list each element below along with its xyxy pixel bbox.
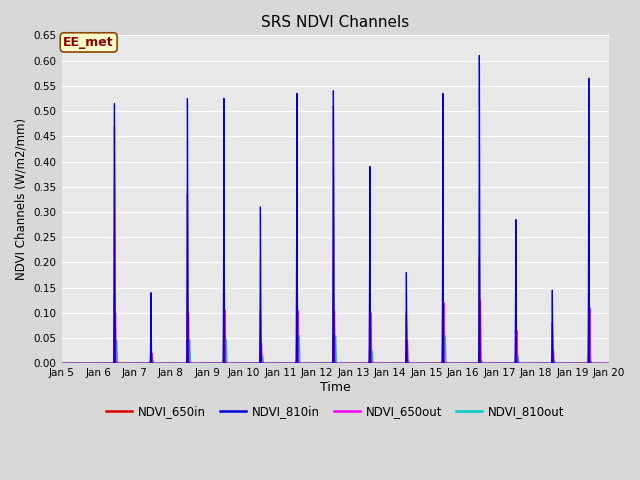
NDVI_810in bbox=[175, 360, 182, 366]
NDVI_650out bbox=[488, 360, 496, 366]
Y-axis label: NDVI Channels (W/m2/mm): NDVI Channels (W/m2/mm) bbox=[15, 118, 28, 280]
Title: SRS NDVI Channels: SRS NDVI Channels bbox=[261, 15, 410, 30]
NDVI_650in bbox=[411, 360, 419, 366]
NDVI_810in bbox=[169, 360, 177, 366]
Line: NDVI_650out: NDVI_650out bbox=[61, 300, 609, 363]
NDVI_650in bbox=[605, 360, 612, 366]
NDVI_810out bbox=[169, 360, 177, 366]
Line: NDVI_810in: NDVI_810in bbox=[61, 56, 609, 363]
NDVI_810in bbox=[488, 360, 496, 366]
NDVI_810in bbox=[476, 53, 483, 59]
X-axis label: Time: Time bbox=[320, 381, 351, 394]
NDVI_810out bbox=[295, 333, 303, 338]
NDVI_650out bbox=[58, 360, 65, 366]
NDVI_650in bbox=[488, 360, 496, 366]
NDVI_810in bbox=[411, 360, 419, 366]
NDVI_810out bbox=[411, 360, 419, 366]
NDVI_650in bbox=[603, 360, 611, 366]
NDVI_650in bbox=[169, 360, 177, 366]
NDVI_810out bbox=[603, 360, 611, 366]
NDVI_650out bbox=[262, 360, 270, 366]
Line: NDVI_650in: NDVI_650in bbox=[61, 106, 609, 363]
NDVI_650out bbox=[477, 298, 484, 303]
NDVI_810in bbox=[605, 360, 612, 366]
Text: EE_met: EE_met bbox=[63, 36, 114, 49]
NDVI_810out bbox=[605, 360, 612, 366]
NDVI_810out bbox=[488, 360, 496, 366]
NDVI_650out bbox=[411, 360, 419, 366]
NDVI_810out bbox=[262, 360, 270, 366]
NDVI_650in bbox=[58, 360, 65, 366]
NDVI_650out bbox=[605, 360, 612, 366]
NDVI_650in bbox=[175, 360, 182, 366]
Line: NDVI_810out: NDVI_810out bbox=[61, 336, 609, 363]
NDVI_810in bbox=[58, 360, 65, 366]
NDVI_650out bbox=[603, 360, 611, 366]
NDVI_650in bbox=[262, 360, 270, 366]
NDVI_810out bbox=[58, 360, 65, 366]
NDVI_650out bbox=[169, 360, 177, 366]
NDVI_810in bbox=[262, 360, 270, 366]
NDVI_810in bbox=[603, 360, 611, 366]
NDVI_810out bbox=[175, 360, 182, 366]
NDVI_650out bbox=[175, 360, 182, 366]
NDVI_650in bbox=[330, 103, 337, 109]
Legend: NDVI_650in, NDVI_810in, NDVI_650out, NDVI_810out: NDVI_650in, NDVI_810in, NDVI_650out, NDV… bbox=[101, 401, 570, 423]
